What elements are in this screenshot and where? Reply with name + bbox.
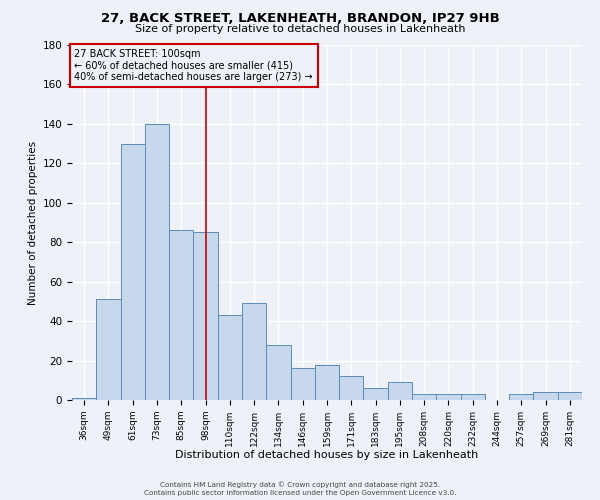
Bar bbox=[266, 345, 290, 400]
Bar bbox=[533, 392, 558, 400]
Bar bbox=[242, 304, 266, 400]
Bar bbox=[290, 368, 315, 400]
Y-axis label: Number of detached properties: Number of detached properties bbox=[28, 140, 38, 304]
Bar bbox=[436, 394, 461, 400]
Bar bbox=[169, 230, 193, 400]
Bar bbox=[364, 388, 388, 400]
Bar bbox=[96, 300, 121, 400]
Bar bbox=[193, 232, 218, 400]
Bar bbox=[461, 394, 485, 400]
Text: Contains public sector information licensed under the Open Government Licence v3: Contains public sector information licen… bbox=[144, 490, 456, 496]
Bar bbox=[558, 392, 582, 400]
Bar bbox=[339, 376, 364, 400]
Text: Size of property relative to detached houses in Lakenheath: Size of property relative to detached ho… bbox=[135, 24, 465, 34]
Text: Contains HM Land Registry data © Crown copyright and database right 2025.: Contains HM Land Registry data © Crown c… bbox=[160, 481, 440, 488]
Text: 27 BACK STREET: 100sqm
← 60% of detached houses are smaller (415)
40% of semi-de: 27 BACK STREET: 100sqm ← 60% of detached… bbox=[74, 49, 313, 82]
Bar bbox=[412, 394, 436, 400]
Bar bbox=[121, 144, 145, 400]
Bar bbox=[72, 398, 96, 400]
X-axis label: Distribution of detached houses by size in Lakenheath: Distribution of detached houses by size … bbox=[175, 450, 479, 460]
Text: 27, BACK STREET, LAKENHEATH, BRANDON, IP27 9HB: 27, BACK STREET, LAKENHEATH, BRANDON, IP… bbox=[101, 12, 499, 26]
Bar bbox=[218, 315, 242, 400]
Bar bbox=[145, 124, 169, 400]
Bar bbox=[509, 394, 533, 400]
Bar bbox=[388, 382, 412, 400]
Bar bbox=[315, 364, 339, 400]
